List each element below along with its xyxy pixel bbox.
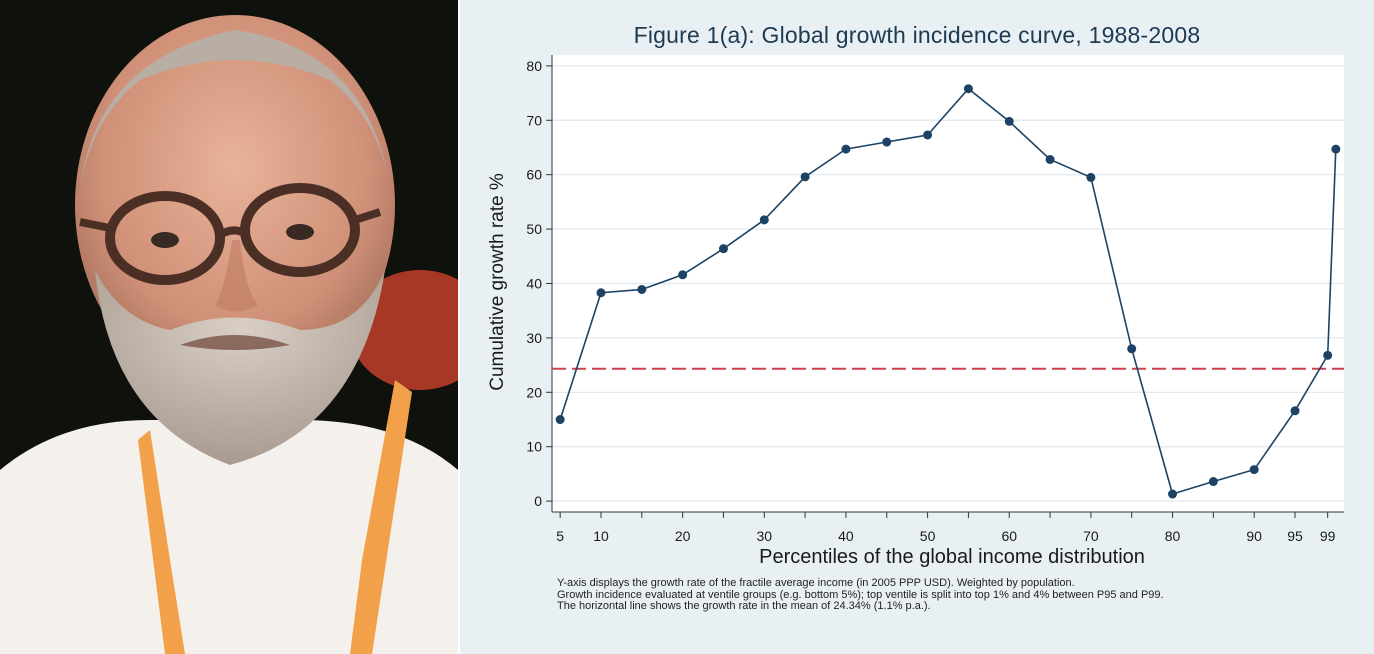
x-tick-label: 70 xyxy=(1083,528,1099,544)
x-tick-label: 10 xyxy=(593,528,609,544)
y-tick-label: 10 xyxy=(526,439,542,455)
data-point xyxy=(841,144,851,154)
series xyxy=(555,84,1341,499)
x-tick-label: 20 xyxy=(675,528,691,544)
y-tick-label: 30 xyxy=(526,330,542,346)
data-point xyxy=(555,415,565,425)
axes: 0 10 20 30 40 50 60 70 80 5 10 20 30 40 50 60 70 80 90 95 99 xyxy=(526,55,1344,544)
chart-note: Growth incidence evaluated at ventile gr… xyxy=(557,588,1164,601)
data-point xyxy=(1323,350,1333,360)
x-tick-label: 50 xyxy=(920,528,936,544)
y-tick-label: 0 xyxy=(534,493,542,509)
data-point xyxy=(637,284,647,294)
data-point xyxy=(1168,489,1178,499)
x-tick-label: 99 xyxy=(1320,528,1336,544)
data-point xyxy=(923,130,933,140)
y-tick-label: 20 xyxy=(526,384,542,400)
gridlines xyxy=(552,55,1344,512)
x-tick-label: 60 xyxy=(1001,528,1017,544)
chart-panel: 0 10 20 30 40 50 60 70 80 5 10 20 30 40 50 60 70 80 90 95 99… xyxy=(460,0,1374,654)
portrait-illustration xyxy=(0,0,458,654)
data-point xyxy=(800,172,810,182)
x-tick-label: 95 xyxy=(1287,528,1303,544)
portrait-photo xyxy=(0,0,458,654)
data-point xyxy=(596,288,606,298)
data-point xyxy=(678,270,688,280)
data-point xyxy=(882,137,892,147)
data-point xyxy=(1331,144,1341,154)
y-tick-label: 50 xyxy=(526,221,542,237)
data-point xyxy=(718,244,728,254)
y-tick-label: 80 xyxy=(526,58,542,74)
chart-notes: Y-axis displays the growth rate of the f… xyxy=(557,577,1164,613)
x-tick-label: 5 xyxy=(556,528,564,544)
chart-note: The horizontal line shows the growth rat… xyxy=(557,600,931,612)
y-tick-label: 60 xyxy=(526,167,542,183)
y-tick-label: 70 xyxy=(526,112,542,128)
data-point xyxy=(1127,344,1137,354)
data-point xyxy=(759,215,769,225)
x-tick-label: 90 xyxy=(1246,528,1262,544)
data-point xyxy=(963,84,973,94)
data-point xyxy=(1004,116,1014,126)
data-point xyxy=(1045,154,1055,164)
y-tick-label: 40 xyxy=(526,276,542,292)
x-tick-label: 30 xyxy=(756,528,772,544)
chart-note: Y-axis displays the growth rate of the f… xyxy=(557,577,1075,589)
data-point xyxy=(1086,172,1096,182)
y-axis-label: Cumulative growth rate % xyxy=(487,173,508,391)
x-tick-label: 40 xyxy=(838,528,854,544)
growth-incidence-chart: 0 10 20 30 40 50 60 70 80 5 10 20 30 40 50 60 70 80 90 95 99 xyxy=(526,55,1344,544)
x-tick-label: 80 xyxy=(1165,528,1181,544)
x-axis-label: Percentiles of the global income distrib… xyxy=(759,546,1145,568)
data-point xyxy=(1249,465,1259,475)
data-point xyxy=(1290,406,1300,416)
data-point xyxy=(1208,477,1218,487)
chart-title: Figure 1(a): Global growth incidence cur… xyxy=(633,22,1201,48)
